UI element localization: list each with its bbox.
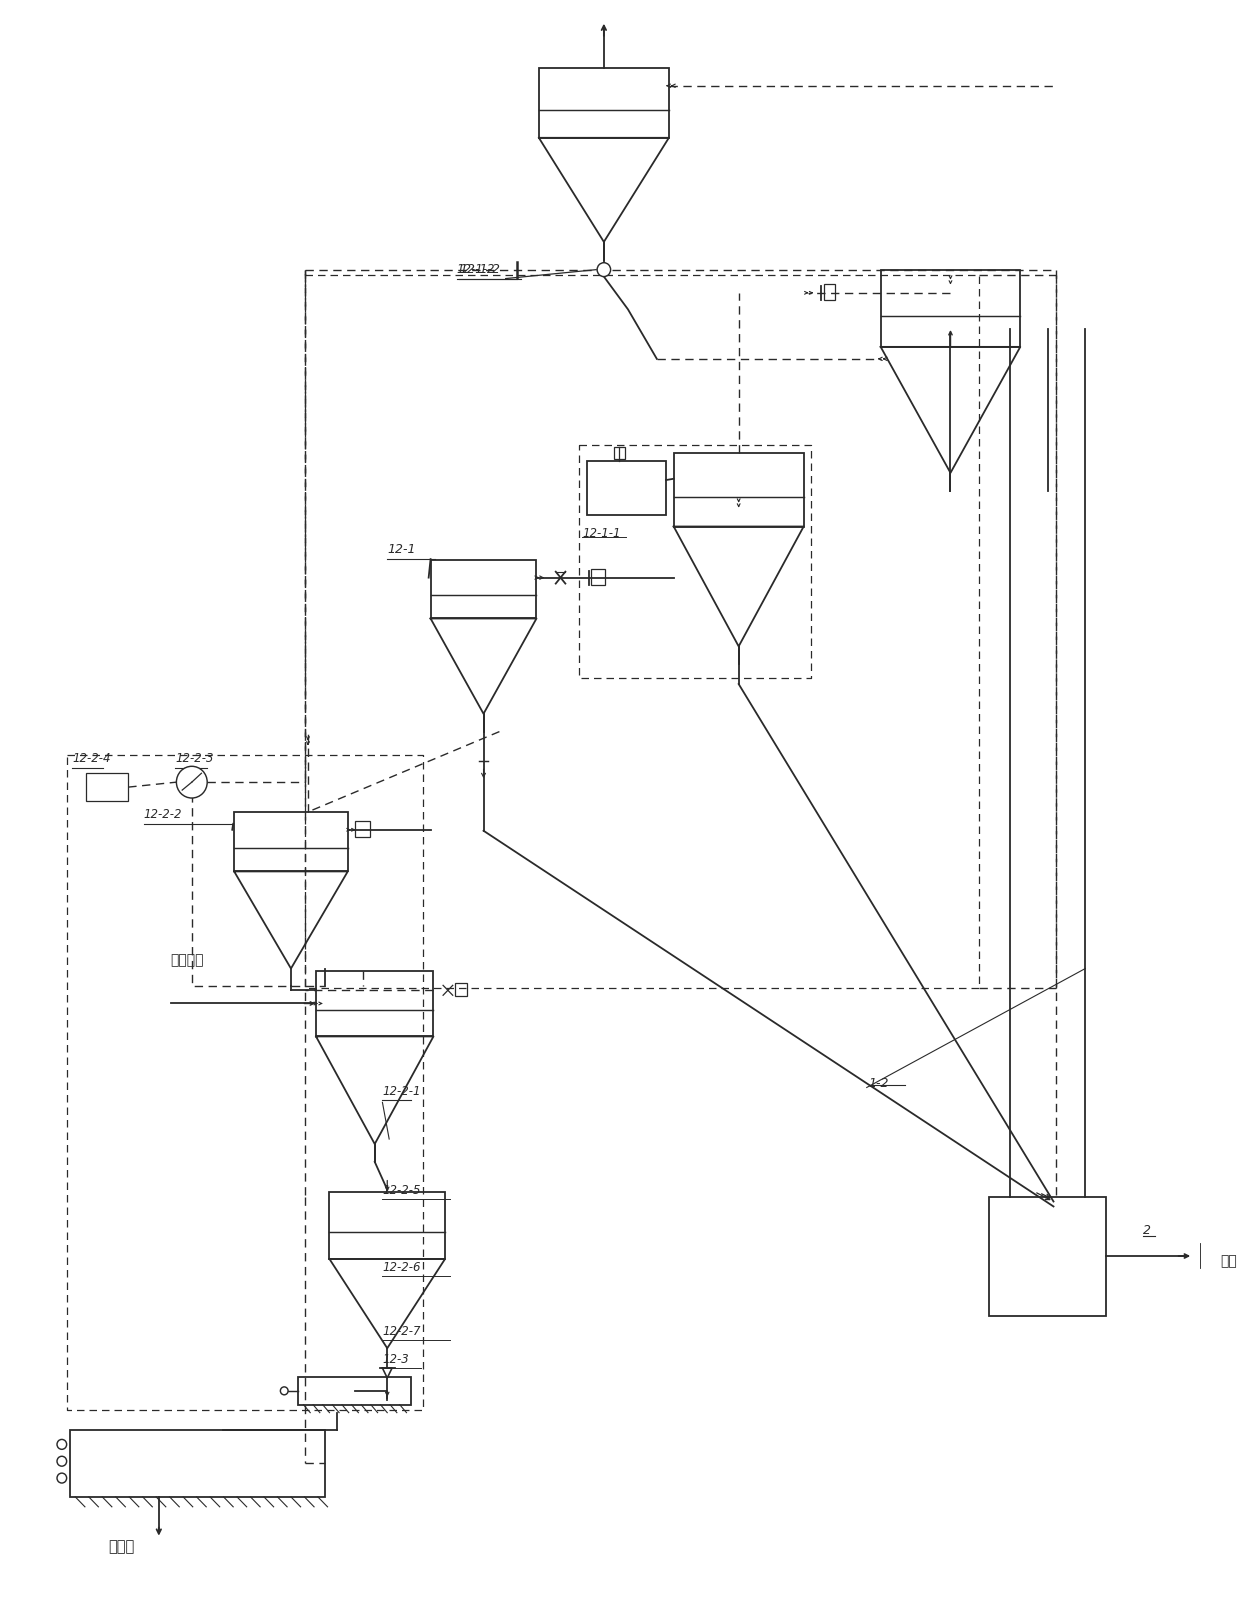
Circle shape bbox=[57, 1440, 67, 1450]
Bar bbox=[880, 269, 1021, 348]
Bar bbox=[990, 1197, 1106, 1315]
Bar bbox=[356, 820, 370, 836]
Bar bbox=[330, 1192, 445, 1259]
Text: 12-2-3: 12-2-3 bbox=[175, 753, 215, 766]
Bar bbox=[823, 284, 836, 300]
Circle shape bbox=[176, 766, 207, 798]
Bar bbox=[455, 984, 467, 996]
Bar bbox=[430, 561, 537, 618]
Text: 1-2: 1-2 bbox=[869, 1078, 889, 1091]
Circle shape bbox=[57, 1474, 67, 1483]
Text: 12-2-2: 12-2-2 bbox=[144, 807, 182, 820]
Text: 12-2-4: 12-2-4 bbox=[72, 753, 110, 766]
Bar bbox=[234, 812, 347, 871]
Bar bbox=[591, 569, 605, 585]
Text: 12-3: 12-3 bbox=[382, 1354, 409, 1367]
Text: 12-2-1: 12-2-1 bbox=[382, 1086, 420, 1099]
Text: 脱硫剂: 脱硫剂 bbox=[108, 1540, 134, 1554]
Text: 熟料: 熟料 bbox=[1220, 1254, 1236, 1267]
Bar bbox=[587, 461, 666, 516]
Bar bbox=[86, 774, 128, 801]
Text: 12-2-6: 12-2-6 bbox=[382, 1261, 420, 1274]
Bar bbox=[673, 453, 804, 527]
Text: 12-1-2: 12-1-2 bbox=[456, 263, 495, 276]
Bar bbox=[69, 1429, 325, 1496]
Text: 12-2-5: 12-2-5 bbox=[382, 1184, 420, 1197]
Text: 冷却空气: 冷却空气 bbox=[171, 953, 205, 968]
Bar bbox=[316, 971, 434, 1036]
Bar bbox=[539, 69, 668, 138]
Circle shape bbox=[598, 263, 610, 277]
Text: 12-1-2: 12-1-2 bbox=[460, 263, 501, 276]
Circle shape bbox=[280, 1387, 288, 1395]
Bar bbox=[298, 1378, 412, 1405]
Text: 12-1-1: 12-1-1 bbox=[583, 527, 621, 540]
Bar bbox=[614, 447, 625, 460]
Text: 2: 2 bbox=[1143, 1224, 1151, 1237]
Text: 12-1: 12-1 bbox=[387, 543, 415, 556]
Text: 12-2-7: 12-2-7 bbox=[382, 1325, 420, 1338]
Circle shape bbox=[57, 1456, 67, 1466]
